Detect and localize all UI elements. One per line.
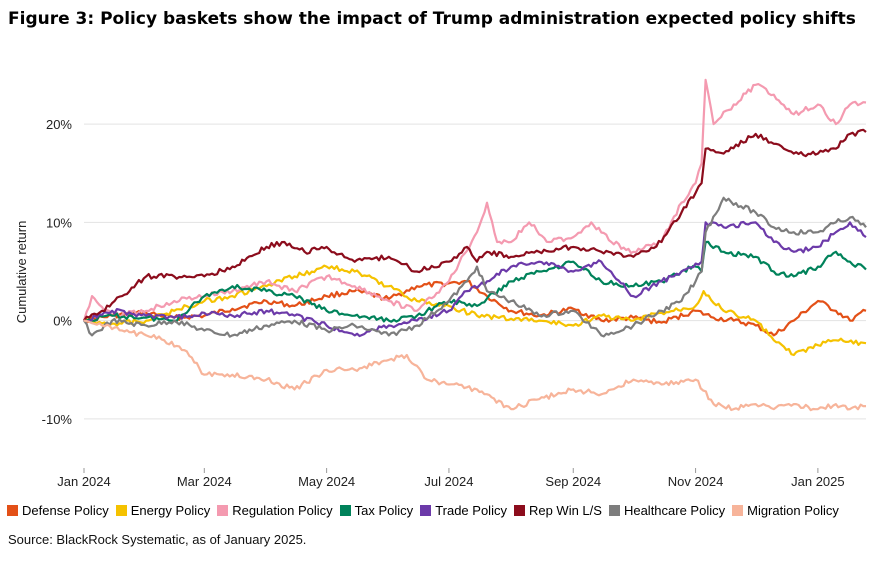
series-line-energy-policy <box>83 264 867 357</box>
y-axis-label: Cumulative return <box>14 221 29 324</box>
legend-label: Trade Policy <box>435 503 507 518</box>
x-tick-label: Jan 2024 <box>57 474 111 489</box>
legend-swatch <box>339 505 351 516</box>
legend-label: Tax Policy <box>354 503 414 518</box>
y-tick-label: -10% <box>42 412 73 427</box>
x-tick-label: Mar 2024 <box>177 474 232 489</box>
series-lines <box>82 78 867 412</box>
source-note: Source: BlackRock Systematic, as of Janu… <box>8 532 307 547</box>
series-line-regulation-policy <box>82 78 867 321</box>
legend-swatch <box>608 505 620 516</box>
legend-label: Migration Policy <box>747 503 839 518</box>
legend-label: Rep Win L/S <box>528 503 602 518</box>
series-line-defense-policy <box>83 279 867 337</box>
series-line-rep-win-l-s <box>83 128 867 322</box>
legend-item: Healthcare Policy <box>608 503 726 518</box>
legend-label: Regulation Policy <box>232 503 333 518</box>
legend-swatch <box>513 505 525 516</box>
legend-label: Healthcare Policy <box>623 503 726 518</box>
legend-swatch <box>420 505 432 516</box>
x-axis-ticks: Jan 2024 Mar 2024 May 2024 Jul 2024 Sep 2024… <box>57 468 845 489</box>
legend-item: Defense Policy <box>7 503 109 518</box>
legend-item: Trade Policy <box>420 503 507 518</box>
legend-item: Tax Policy <box>339 503 414 518</box>
x-tick-label: Jul 2024 <box>424 474 473 489</box>
legend-item: Energy Policy <box>115 503 211 518</box>
legend: Defense Policy Energy Policy Regulation Po… <box>7 503 882 518</box>
legend-swatch <box>7 505 18 516</box>
legend-label: Energy Policy <box>130 503 211 518</box>
y-tick-label: 20% <box>46 117 72 132</box>
legend-item: Migration Policy <box>732 503 839 518</box>
x-tick-label: Nov 2024 <box>668 474 724 489</box>
legend-swatch <box>217 505 229 516</box>
y-tick-label: 0% <box>53 314 72 329</box>
legend-label: Defense Policy <box>22 503 109 518</box>
legend-swatch <box>115 505 127 516</box>
legend-swatch <box>732 505 744 516</box>
x-tick-label: Jan 2025 <box>791 474 845 489</box>
chart-title: Figure 3: Policy baskets show the impact… <box>8 9 856 29</box>
series-line-trade-policy <box>83 220 867 338</box>
series-line-tax-policy <box>83 240 867 323</box>
series-line-migration-policy <box>83 319 867 412</box>
legend-item: Rep Win L/S <box>513 503 602 518</box>
line-chart: 20% 10% 0% -10% Jan 2024 Mar 2024 May 2024 Jul… <box>14 78 867 489</box>
series-line-healthcare-policy <box>83 196 867 338</box>
legend-item: Regulation Policy <box>217 503 333 518</box>
x-tick-label: May 2024 <box>298 474 355 489</box>
y-tick-label: 10% <box>46 215 72 230</box>
y-axis-ticks: 20% 10% 0% -10% <box>42 117 73 427</box>
x-tick-label: Sep 2024 <box>545 474 601 489</box>
